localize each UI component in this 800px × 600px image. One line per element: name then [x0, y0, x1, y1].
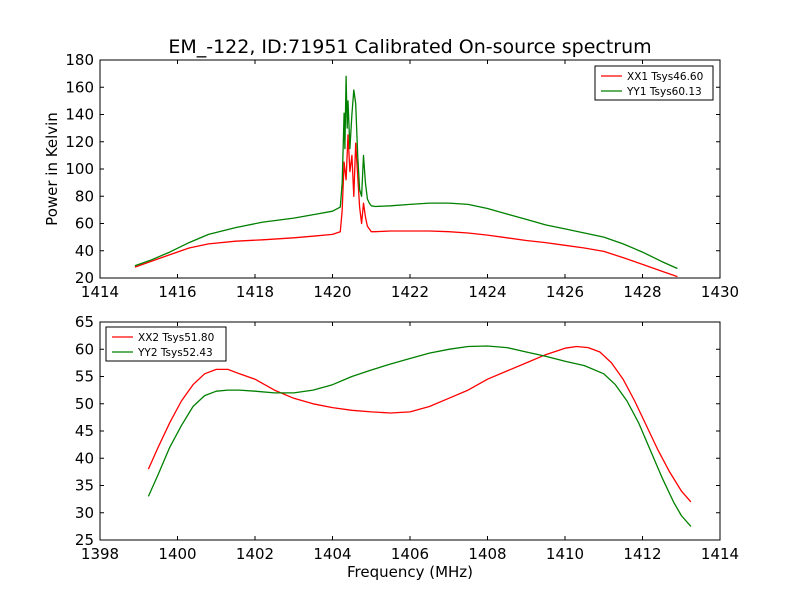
y-tick-label: 30 — [75, 504, 94, 522]
x-tick-label: 1410 — [546, 545, 584, 563]
y-tick-label: 40 — [75, 449, 94, 467]
x-tick-label: 1414 — [701, 545, 739, 563]
legend: XX2 Tsys51.80 YY2 Tsys52.43 — [105, 326, 227, 362]
y-tick-label: 65 — [75, 313, 94, 331]
x-tick-label: 1406 — [391, 545, 429, 563]
upper-panel: 1414 1416 1418 1420 1422 1424 1426 1428 1430 20 40… — [43, 51, 739, 301]
series-line-1 — [147, 345, 692, 503]
y-tick-label: 40 — [75, 242, 94, 260]
legend-label-2: YY1 Tsys60.13 — [626, 86, 702, 98]
legend: XX1 Tsys46.60 YY1 Tsys60.13 — [594, 65, 714, 101]
x-tick-label: 1422 — [391, 283, 429, 301]
series-line-1 — [134, 134, 678, 278]
x-tick-label: 1398 — [81, 545, 119, 563]
y-tick-label: 160 — [65, 78, 94, 96]
y-tick-label: 60 — [75, 215, 94, 233]
legend-box — [594, 65, 714, 101]
lower-panel: 1398 1400 1402 1404 1406 1408 1410 1412 1414 25 30… — [75, 313, 739, 581]
figure-title: EM_-122, ID:71951 Calibrated On-source s… — [168, 36, 651, 58]
y-tick-label: 60 — [75, 340, 94, 358]
x-tick-label: 1424 — [468, 283, 506, 301]
y-tick-label: 55 — [75, 368, 94, 386]
x-tick-label: 1428 — [623, 283, 661, 301]
x-tick-label: 1414 — [81, 283, 119, 301]
y-tick-label: 100 — [65, 160, 94, 178]
legend-label-1: XX1 Tsys46.60 — [627, 71, 703, 83]
y-tick-label: 120 — [65, 133, 94, 151]
x-tick-label: 1400 — [158, 545, 196, 563]
series-line-2 — [147, 345, 692, 527]
y-tick-label: 35 — [75, 477, 94, 495]
x-tick-label: 1404 — [313, 545, 351, 563]
y-axis-label: Power in Kelvin — [43, 112, 61, 226]
y-tick-label: 25 — [75, 531, 94, 549]
y-tick-label: 140 — [65, 106, 94, 124]
x-axis-label: Frequency (MHz) — [347, 563, 473, 581]
legend-label-2: YY2 Tsys52.43 — [137, 347, 213, 359]
x-tick-label: 1420 — [313, 283, 351, 301]
legend-box — [105, 326, 227, 362]
x-tick-label: 1412 — [623, 545, 661, 563]
x-tick-label: 1416 — [158, 283, 196, 301]
y-tick-label: 80 — [75, 187, 94, 205]
x-tick-label: 1408 — [468, 545, 506, 563]
y-tick-label: 50 — [75, 395, 94, 413]
y-tick-label: 180 — [65, 51, 94, 69]
x-tick-label: 1418 — [236, 283, 274, 301]
x-tick-label: 1426 — [546, 283, 584, 301]
x-tick-label: 1402 — [236, 545, 274, 563]
legend-label-1: XX2 Tsys51.80 — [138, 332, 214, 344]
y-tick-label: 20 — [75, 269, 94, 287]
y-tick-label: 45 — [75, 422, 94, 440]
series-line-2 — [134, 75, 678, 270]
x-tick-label: 1430 — [701, 283, 739, 301]
